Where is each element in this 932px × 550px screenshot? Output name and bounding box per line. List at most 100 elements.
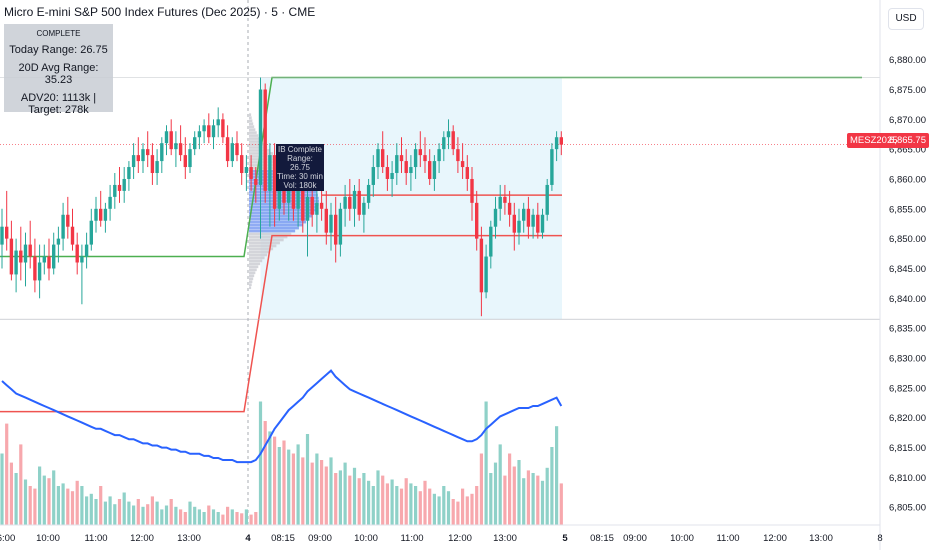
candle-body[interactable] bbox=[437, 149, 441, 162]
candle-body[interactable] bbox=[136, 155, 140, 162]
candle-body[interactable] bbox=[324, 208, 328, 233]
candle-body[interactable] bbox=[33, 256, 37, 281]
candle-body[interactable] bbox=[113, 184, 117, 197]
candle-body[interactable] bbox=[52, 244, 56, 269]
candle-body[interactable] bbox=[329, 214, 333, 233]
candle-body[interactable] bbox=[216, 119, 220, 126]
candle-body[interactable] bbox=[531, 214, 535, 227]
candle-body[interactable] bbox=[244, 167, 249, 174]
candle-body[interactable] bbox=[221, 119, 225, 138]
candle-body[interactable] bbox=[296, 190, 300, 209]
candle-body[interactable] bbox=[418, 149, 422, 156]
candle-body[interactable] bbox=[409, 167, 413, 174]
candle-body[interactable] bbox=[70, 226, 75, 245]
candle-body[interactable] bbox=[272, 155, 277, 209]
candle-body[interactable] bbox=[470, 178, 474, 203]
candle-body[interactable] bbox=[28, 244, 32, 257]
candle-body[interactable] bbox=[489, 226, 493, 257]
candle-body[interactable] bbox=[164, 131, 169, 144]
candle-body[interactable] bbox=[174, 143, 178, 150]
candle-body[interactable] bbox=[211, 125, 216, 138]
candle-body[interactable] bbox=[404, 161, 408, 174]
candle-body[interactable] bbox=[479, 238, 484, 293]
candle-body[interactable] bbox=[193, 137, 197, 150]
candle-body[interactable] bbox=[235, 143, 239, 156]
candle-body[interactable] bbox=[498, 196, 502, 209]
candle-body[interactable] bbox=[315, 202, 319, 215]
candle-body[interactable] bbox=[5, 226, 9, 239]
candle-body[interactable] bbox=[108, 196, 112, 209]
candle-body[interactable] bbox=[47, 256, 51, 269]
candle-body[interactable] bbox=[287, 190, 291, 203]
candle-body[interactable] bbox=[127, 167, 131, 179]
candle-body[interactable] bbox=[526, 208, 531, 227]
candle-body[interactable] bbox=[460, 161, 465, 168]
candle-body[interactable] bbox=[14, 250, 18, 275]
candle-body[interactable] bbox=[423, 155, 427, 162]
candle-body[interactable] bbox=[301, 190, 305, 221]
candle-body[interactable] bbox=[540, 214, 545, 233]
candle-body[interactable] bbox=[559, 137, 563, 145]
candle-body[interactable] bbox=[357, 190, 361, 215]
candle-body[interactable] bbox=[376, 149, 380, 168]
candle-body[interactable] bbox=[446, 131, 451, 138]
candle-body[interactable] bbox=[268, 155, 272, 191]
candle-body[interactable] bbox=[254, 178, 258, 185]
candle-body[interactable] bbox=[390, 173, 394, 179]
candle-body[interactable] bbox=[75, 244, 79, 263]
candle-body[interactable] bbox=[545, 184, 549, 215]
candle-body[interactable] bbox=[99, 208, 103, 221]
candle-body[interactable] bbox=[343, 196, 347, 209]
candle-body[interactable] bbox=[122, 178, 126, 191]
candle-body[interactable] bbox=[536, 214, 540, 233]
candle-body[interactable] bbox=[475, 202, 479, 239]
currency-button[interactable]: USD bbox=[888, 8, 924, 30]
candle-body[interactable] bbox=[348, 196, 352, 209]
candle-body[interactable] bbox=[188, 149, 192, 168]
candle-body[interactable] bbox=[141, 149, 145, 162]
candle-body[interactable] bbox=[160, 143, 164, 162]
candle-body[interactable] bbox=[550, 149, 554, 185]
candle-body[interactable] bbox=[225, 137, 230, 162]
candle-body[interactable] bbox=[19, 250, 23, 263]
candle-body[interactable] bbox=[395, 155, 399, 174]
candle-body[interactable] bbox=[155, 161, 159, 174]
candle-body[interactable] bbox=[507, 202, 512, 215]
candle-body[interactable] bbox=[512, 214, 516, 233]
candle-body[interactable] bbox=[23, 244, 28, 263]
candle-body[interactable] bbox=[338, 208, 343, 245]
candle-body[interactable] bbox=[183, 155, 187, 168]
candle-body[interactable] bbox=[150, 155, 155, 174]
candle-body[interactable] bbox=[428, 161, 432, 179]
candle-body[interactable] bbox=[202, 125, 206, 132]
candle-body[interactable] bbox=[319, 202, 324, 209]
candle-body[interactable] bbox=[89, 220, 93, 245]
candle-body[interactable] bbox=[103, 208, 108, 221]
candle-body[interactable] bbox=[456, 149, 460, 162]
candle-body[interactable] bbox=[258, 89, 263, 185]
candle-body[interactable] bbox=[56, 238, 61, 245]
candle-body[interactable] bbox=[117, 184, 122, 191]
candle-body[interactable] bbox=[465, 167, 469, 179]
candle-body[interactable] bbox=[522, 208, 526, 221]
candle-body[interactable] bbox=[240, 155, 244, 174]
candle-body[interactable] bbox=[84, 244, 89, 257]
candle-body[interactable] bbox=[381, 149, 385, 168]
candle-body[interactable] bbox=[366, 184, 371, 203]
candle-body[interactable] bbox=[197, 131, 202, 138]
candle-body[interactable] bbox=[310, 196, 314, 215]
candle-body[interactable] bbox=[146, 149, 150, 156]
candle-body[interactable] bbox=[362, 202, 366, 215]
candle-body[interactable] bbox=[413, 149, 418, 168]
candle-body[interactable] bbox=[334, 214, 338, 245]
candle-body[interactable] bbox=[249, 167, 253, 179]
candle-body[interactable] bbox=[399, 155, 404, 162]
candle-body[interactable] bbox=[9, 238, 14, 275]
candle-body[interactable] bbox=[451, 131, 455, 150]
candle-body[interactable] bbox=[503, 196, 507, 203]
candle-body[interactable] bbox=[169, 131, 173, 150]
candle-body[interactable] bbox=[517, 220, 521, 233]
candle-body[interactable] bbox=[305, 196, 310, 221]
candle-body[interactable] bbox=[493, 208, 498, 227]
candle-body[interactable] bbox=[131, 155, 136, 168]
